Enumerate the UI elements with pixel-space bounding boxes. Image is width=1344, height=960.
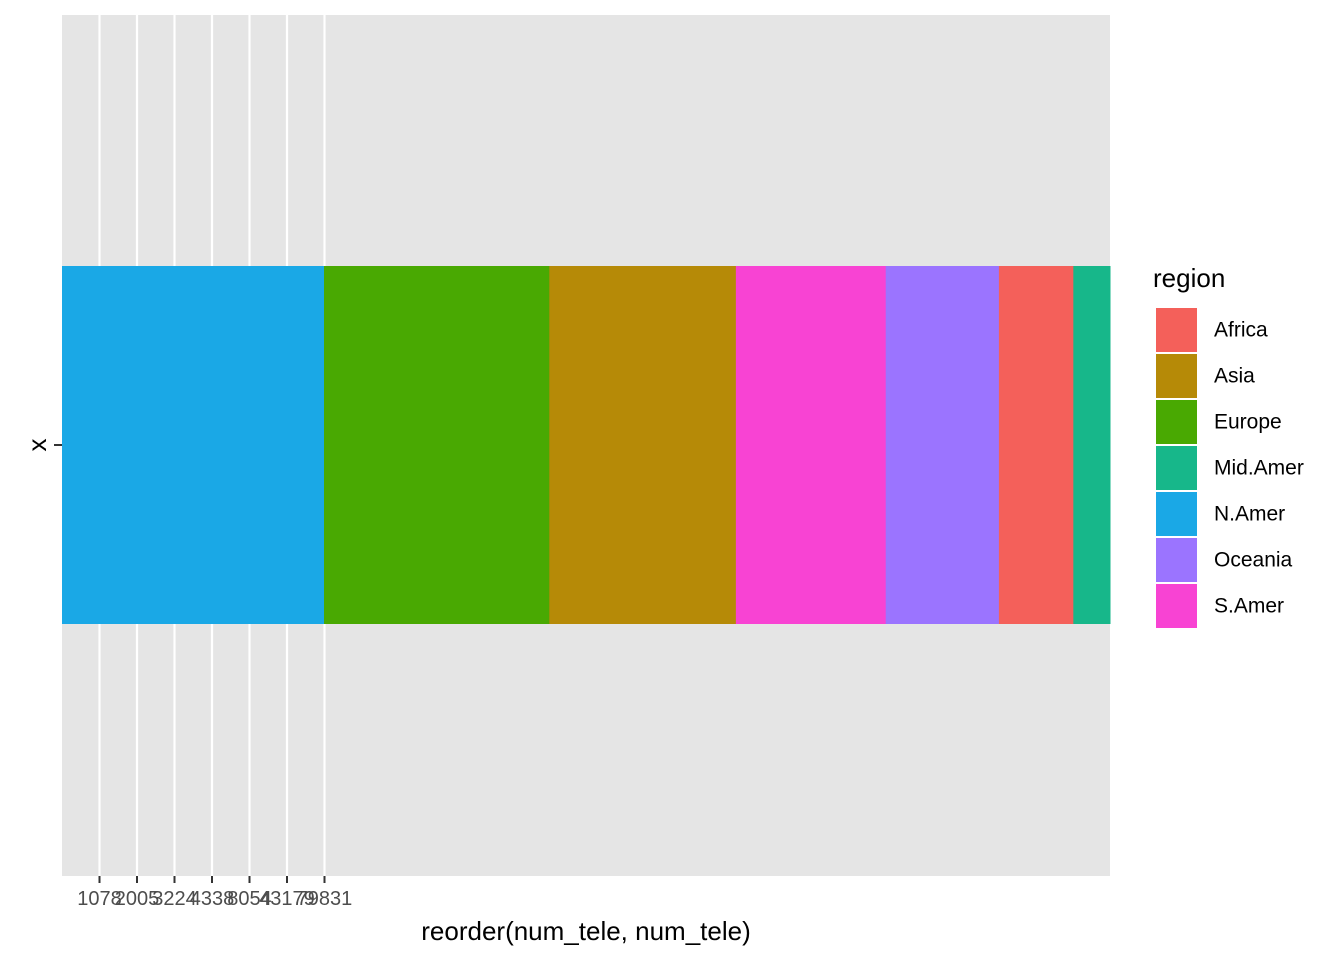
- legend: region Africa Asia Europe Mid.Amer N.Amer Oce…: [1153, 263, 1304, 630]
- x-tick-label: 79831: [297, 888, 353, 910]
- x-tick-label: 2005: [115, 888, 160, 910]
- legend-label: Africa: [1214, 319, 1268, 342]
- legend-key: [1154, 536, 1199, 584]
- legend-key: [1154, 352, 1199, 400]
- legend-label: S.Amer: [1214, 595, 1284, 618]
- bar-segment-s-amer: [735, 266, 887, 624]
- x-tick-label: 3224: [152, 888, 197, 910]
- x-axis-title: reorder(num_tele, num_tele): [421, 916, 751, 946]
- bar-segment-n-amer: [62, 266, 325, 624]
- legend-title: region: [1153, 263, 1225, 293]
- legend-key: [1154, 490, 1199, 538]
- legend-key: [1154, 582, 1199, 630]
- bar-segment-mid-amer: [1073, 266, 1111, 624]
- legend-key: [1154, 306, 1199, 354]
- bar-segments: [62, 266, 1111, 624]
- legend-key: [1154, 444, 1199, 492]
- x-tick-label: 43179: [259, 888, 315, 910]
- x-tick-label: 4338: [190, 888, 235, 910]
- x-tick-label: 1078: [77, 888, 122, 910]
- bar-segment-asia: [549, 266, 737, 624]
- y-axis-title: x: [22, 439, 52, 452]
- bar-segment-oceania: [885, 266, 1000, 624]
- y-axis: x: [22, 439, 62, 452]
- bar-segment-europe: [324, 266, 550, 624]
- legend-label: Asia: [1214, 365, 1255, 388]
- legend-label: Oceania: [1214, 549, 1293, 572]
- legend-label: Europe: [1214, 411, 1282, 434]
- legend-key: [1154, 398, 1199, 446]
- legend-label: N.Amer: [1214, 503, 1285, 526]
- legend-label: Mid.Amer: [1214, 457, 1304, 480]
- x-tick-label: 8054: [227, 888, 272, 910]
- bar-segment-africa: [998, 266, 1074, 624]
